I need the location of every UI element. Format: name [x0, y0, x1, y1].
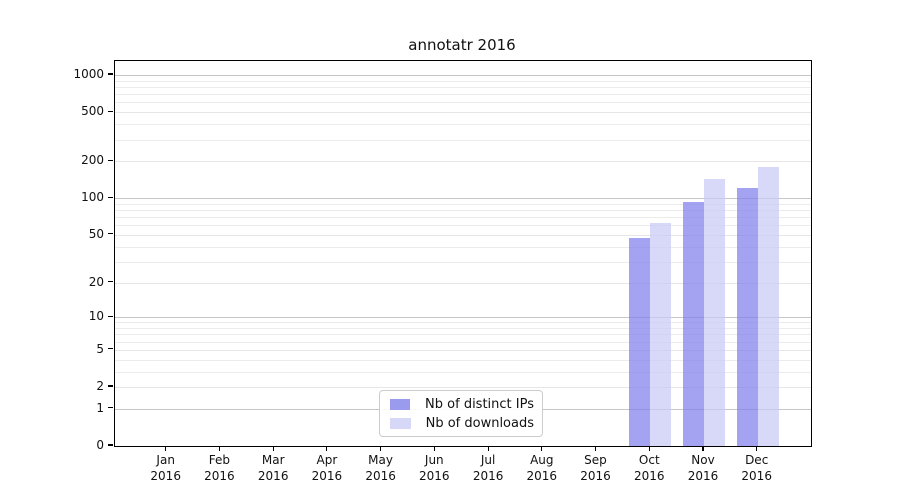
x-tick-jun	[433, 446, 435, 451]
y-tick-200	[108, 159, 113, 161]
y-tick-20	[108, 280, 113, 283]
legend: Nb of distinct IPs Nb of downloads	[379, 390, 543, 437]
y-tick-label-50: 50	[88, 226, 104, 241]
y-tick-label-1000: 1000	[73, 67, 104, 81]
y-tick-5	[108, 348, 113, 350]
y-tick-label-2: 2	[96, 379, 104, 393]
gridline-1000	[115, 75, 811, 76]
gridline-100	[115, 198, 811, 200]
x-tick-apr	[326, 446, 328, 451]
gridline-20	[115, 282, 811, 284]
y-tick-500	[108, 110, 113, 112]
x-tick-may	[380, 446, 382, 451]
x-tick-label-nov: Nov 2016	[687, 453, 719, 483]
x-tick-mar	[272, 446, 274, 451]
legend-label-downloads: Nb of downloads	[425, 415, 534, 431]
bar-downloads-oct	[650, 222, 672, 446]
gridline-4	[115, 359, 811, 361]
x-tick-label-mar: Mar 2016	[257, 453, 289, 483]
x-tick-label-jan: Jan 2016	[150, 453, 181, 483]
bar-downloads-nov	[704, 179, 725, 446]
x-tick-label-aug: Aug 2016	[526, 453, 558, 483]
y-tick-label-0: 0	[96, 438, 104, 452]
y-tick-1000	[108, 73, 113, 75]
x-tick-label-dec: Dec 2016	[741, 453, 772, 483]
bar-distinct-ips-nov	[683, 202, 704, 446]
y-tick-0	[108, 444, 113, 446]
y-tick-label-20: 20	[88, 274, 104, 289]
gridline-700	[115, 94, 811, 96]
x-tick-label-feb: Feb 2016	[204, 453, 235, 483]
gridline-6	[115, 341, 811, 343]
x-tick-label-oct: Oct 2016	[634, 453, 665, 483]
y-tick-10	[108, 315, 113, 317]
y-tick-1	[108, 407, 113, 409]
gridline-300	[115, 139, 811, 141]
legend-swatch-downloads	[390, 417, 411, 429]
gridline-80	[115, 210, 811, 211]
y-tick-label-200: 200	[81, 153, 104, 168]
gridline-7	[115, 334, 811, 336]
gridline-10	[115, 317, 811, 319]
x-tick-jul	[487, 446, 489, 451]
gridline-500	[115, 112, 811, 114]
y-tick-label-500: 500	[81, 104, 104, 119]
bar-distinct-ips-dec	[736, 187, 758, 446]
x-tick-label-apr: Apr 2016	[311, 453, 343, 483]
x-tick-dec	[756, 446, 758, 451]
x-tick-label-jun: Jun 2016	[419, 453, 450, 483]
x-tick-oct	[648, 446, 650, 451]
y-tick-label-10: 10	[88, 309, 104, 324]
y-tick-50	[108, 233, 113, 235]
x-tick-feb	[218, 446, 220, 451]
gridline-30	[115, 261, 811, 263]
x-tick-label-may: May 2016	[365, 453, 396, 483]
y-tick-2	[108, 385, 113, 387]
legend-row-distinct-ips: Nb of distinct IPs	[388, 397, 534, 412]
x-tick-label-jul: Jul 2016	[472, 453, 504, 483]
gridline-40	[115, 246, 811, 248]
gridline-600	[115, 102, 811, 104]
gridline-50	[115, 234, 811, 236]
y-tick-label-5: 5	[96, 341, 104, 356]
bar-distinct-ips-oct	[629, 238, 651, 446]
legend-label-distinct-ips: Nb of distinct IPs	[425, 396, 534, 412]
x-tick-aug	[541, 446, 543, 451]
gridline-70	[115, 217, 811, 219]
gridline-3	[115, 371, 811, 373]
x-tick-sep	[594, 446, 597, 451]
x-tick-jan	[165, 446, 167, 451]
gridline-200	[115, 161, 811, 163]
legend-row-downloads: Nb of downloads	[388, 416, 534, 431]
gridline-9	[115, 322, 811, 324]
gridline-900	[115, 80, 811, 82]
bar-downloads-dec	[757, 166, 779, 446]
gridline-60	[115, 225, 811, 227]
gridline-2	[115, 387, 811, 388]
plot-area	[114, 60, 812, 447]
y-tick-label-100: 100	[81, 190, 104, 205]
y-tick-label-1: 1	[96, 400, 104, 415]
x-tick-label-sep: Sep 2016	[580, 453, 611, 483]
gridline-5	[115, 349, 811, 351]
gridline-800	[115, 87, 811, 88]
x-tick-nov	[702, 446, 704, 451]
chart-title: annotatr 2016	[408, 36, 516, 54]
gridline-8	[115, 328, 811, 329]
y-tick-100	[108, 196, 113, 198]
gridline-400	[115, 124, 811, 126]
legend-swatch-distinct-ips	[390, 398, 411, 410]
gridline-90	[115, 203, 811, 205]
